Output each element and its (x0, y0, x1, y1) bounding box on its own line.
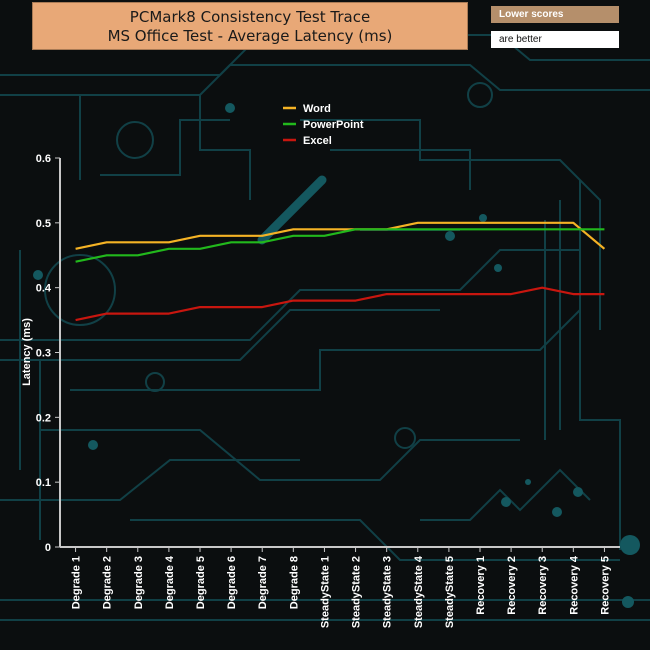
series-line-word (75, 221, 606, 250)
x-tick-label: Recovery 1 (475, 556, 487, 615)
x-tick-labels: Degrade 1 Degrade 2 Degrade 3 Degrade 4 Degr… (71, 547, 611, 628)
legend-label: PowerPoint (303, 119, 364, 131)
note-lower-scores: Lower scores (491, 6, 619, 23)
x-tick-label: SteadyState 3 (382, 556, 394, 628)
axes (59, 158, 620, 548)
x-tick-label: Recovery 4 (568, 555, 580, 615)
series-line-excel (75, 286, 605, 322)
chart-subtitle: MS Office Test - Average Latency (ms) (107, 27, 393, 45)
series-lines (75, 221, 606, 322)
legend-label: Word (303, 103, 331, 115)
y-axis-title: Latency (ms) (21, 318, 33, 386)
x-tick-label: SteadyState 5 (444, 556, 456, 628)
x-tick-label: Degrade 8 (288, 556, 300, 609)
y-tick-label: 0.2 (36, 412, 51, 424)
x-tick-label: Recovery 3 (537, 556, 549, 615)
x-tick-label: Recovery 2 (506, 556, 518, 615)
x-tick-label: Degrade 3 (133, 556, 145, 609)
x-tick-label: SteadyState 2 (351, 556, 363, 628)
circuit-dots (33, 103, 640, 608)
note-are-better: are better (491, 31, 619, 48)
x-tick-label: Degrade 2 (102, 556, 114, 609)
x-tick-label: Degrade 7 (257, 556, 269, 609)
y-tick-label: 0.5 (36, 218, 51, 230)
x-tick-label: Degrade 1 (71, 556, 83, 609)
x-tick-label: SteadyState 4 (413, 555, 425, 628)
y-tick-label: 0.3 (36, 348, 51, 360)
chart-title-box: PCMark8 Consistency Test Trace MS Office… (32, 2, 468, 50)
y-tick-label: 0.1 (36, 477, 51, 489)
x-tick-label: Degrade 6 (226, 556, 238, 609)
x-tick-label: Degrade 4 (164, 555, 176, 609)
series-line-powerpoint (75, 228, 605, 263)
x-tick-label: Degrade 5 (195, 556, 207, 609)
y-tick-labels: 0 0.1 0.2 0.3 0.4 0.5 0.6 (36, 153, 60, 554)
legend: Word PowerPoint Excel (283, 103, 364, 147)
chart-title: PCMark8 Consistency Test Trace (129, 8, 371, 26)
y-tick-label: 0 (45, 542, 51, 554)
y-tick-label: 0.4 (36, 283, 52, 295)
y-tick-label: 0.6 (36, 153, 51, 165)
x-tick-label: SteadyState 1 (319, 556, 331, 628)
x-tick-label: Recovery 5 (599, 556, 611, 615)
legend-label: Excel (303, 135, 332, 147)
